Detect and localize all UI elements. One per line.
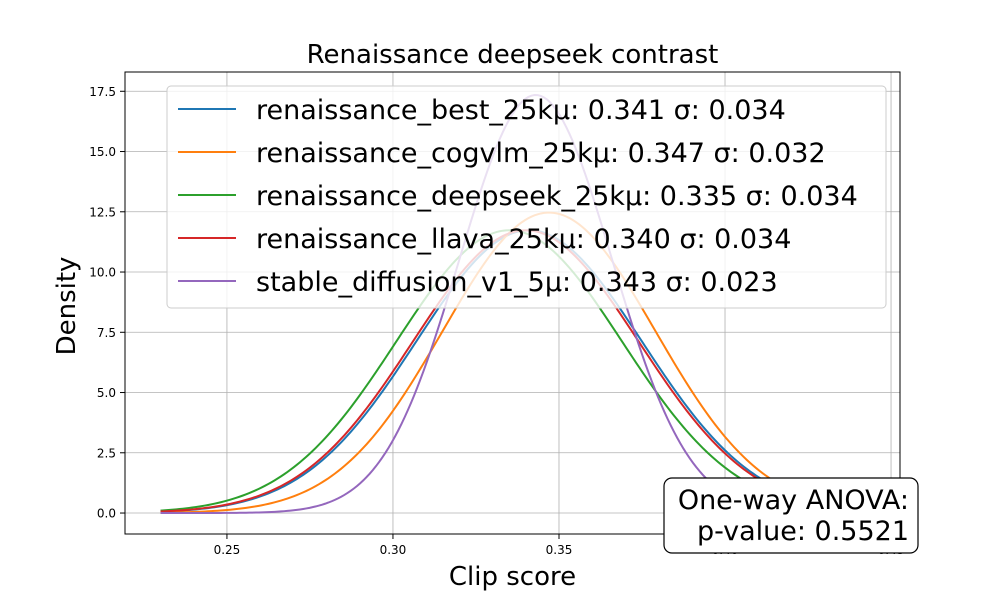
x-tick-label: 0.30 [380, 543, 407, 557]
y-tick-label: 7.5 [97, 326, 116, 340]
plot-frame [124, 71, 901, 535]
y-tick-label: 10.0 [89, 266, 116, 280]
x-axis-label: Clip score [449, 562, 576, 592]
legend: renaissance_best_25kμ: 0.341 σ: 0.034 ren… [166, 85, 887, 309]
y-tick-label: 5.0 [97, 386, 116, 400]
annotation-line-1: One-way ANOVA: [678, 485, 909, 516]
y-tick-label: 17.5 [89, 85, 116, 99]
x-tick-label: 0.35 [546, 543, 573, 557]
y-tick-label: 2.5 [97, 446, 116, 460]
legend-label-renaissance-cogvlm-25k: renaissance_cogvlm_25kμ: 0.347 σ: 0.032 [256, 138, 826, 169]
legend-label-renaissance-best-25k: renaissance_best_25kμ: 0.341 σ: 0.034 [256, 95, 786, 126]
chart-title: Renaissance deepseek contrast [307, 40, 719, 70]
y-tick-label: 0.0 [97, 507, 116, 521]
annotation-line-2: p-value: 0.5521 [697, 516, 909, 547]
anova-annotation: One-way ANOVA: p-value: 0.5521 [663, 477, 919, 554]
legend-label-renaissance-llava-25k: renaissance_llava_25kμ: 0.340 σ: 0.034 [256, 224, 791, 255]
annotation-box [663, 477, 919, 554]
legend-box [166, 85, 887, 309]
legend-label-renaissance-deepseek-25k: renaissance_deepseek_25kμ: 0.335 σ: 0.03… [256, 181, 858, 212]
y-tick-label: 15.0 [89, 145, 116, 159]
y-tick-label: 12.5 [89, 205, 116, 219]
x-tick-label: 0.25 [214, 543, 241, 557]
legend-label-stable-diffusion-v1-5: stable_diffusion_v1_5μ: 0.343 σ: 0.023 [256, 267, 778, 298]
y-axis-label: Density [52, 257, 82, 356]
